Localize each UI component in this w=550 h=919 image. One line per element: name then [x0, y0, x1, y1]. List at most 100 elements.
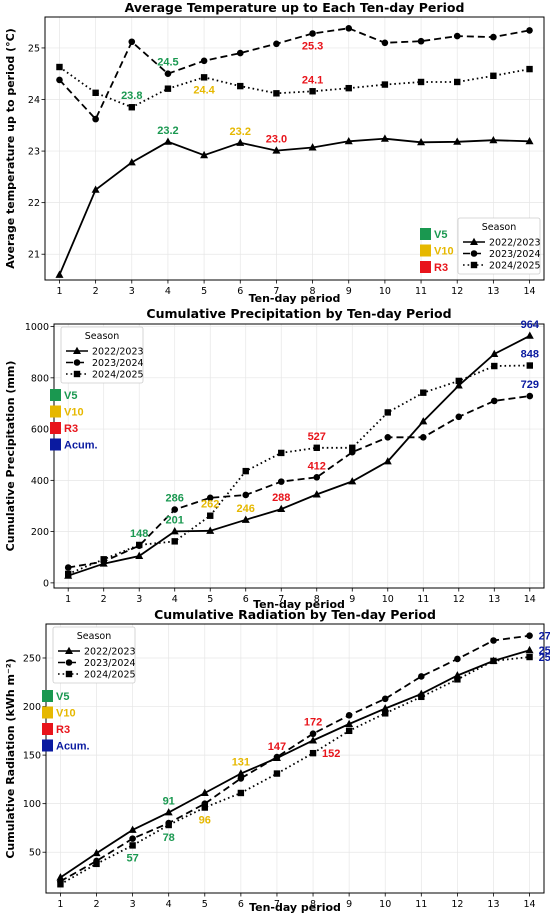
x-tick-label: 4 — [172, 594, 178, 605]
x-tick-label: 12 — [453, 594, 465, 605]
data-point-2024-2025 — [455, 377, 462, 385]
legend-marker — [65, 646, 73, 654]
data-label-Acum.: 729 — [521, 379, 539, 391]
plot-frame — [45, 623, 545, 894]
data-point-2022-2023 — [348, 477, 357, 485]
data-label-R3: 412 — [308, 460, 326, 472]
data-point-2022-2023 — [163, 137, 172, 145]
data-point-2024-2025 — [100, 556, 107, 563]
x-tick-label: 9 — [346, 899, 352, 910]
y-tick-label: 100 — [23, 799, 41, 810]
x-tick-label: 3 — [136, 594, 142, 605]
stage-swatch-V5 — [42, 690, 53, 702]
data-point-2024-2025 — [454, 676, 461, 683]
data-point-2022-2023 — [128, 825, 137, 833]
data-label-Acum.: 848 — [521, 349, 539, 361]
data-point-2023-2024 — [454, 655, 461, 663]
data-label-R3: 288 — [272, 492, 290, 504]
legend-entry-label: 2022/2023 — [489, 238, 541, 249]
x-tick-label: 6 — [243, 594, 249, 605]
data-point-2022-2023 — [92, 848, 101, 857]
data-point-2022-2023 — [525, 645, 534, 654]
legend-marker — [73, 370, 81, 378]
legend-marker — [65, 670, 73, 678]
x-tick-label: 5 — [207, 594, 213, 605]
legend-box — [457, 217, 541, 275]
x-tick-label: 3 — [130, 899, 136, 910]
y-axis-label: Average temperature up to period (°C) — [4, 28, 17, 269]
data-point-2023-2024 — [526, 27, 533, 34]
data-point-2023-2024 — [200, 57, 208, 65]
data-point-2023-2024 — [490, 397, 498, 405]
legend-entry-label: 2023/2024 — [84, 658, 136, 669]
x-tick-label: 13 — [487, 899, 499, 910]
data-point-2024-2025 — [128, 104, 135, 111]
data-point-2024-2025 — [273, 90, 280, 97]
data-label-V10: 96 — [199, 815, 211, 827]
legend-marker — [73, 359, 81, 366]
legend-entry-label: 2024/2025 — [489, 261, 541, 272]
data-point-2023-2024 — [273, 40, 280, 48]
stage-key: V5 V10 R3 — [420, 228, 454, 274]
data-point-2024-2025 — [454, 78, 461, 86]
data-point-2024-2025 — [345, 84, 352, 92]
data-point-2024-2025 — [56, 63, 63, 71]
series-line-2023-2024 — [68, 395, 530, 569]
stage-swatch-V10 — [50, 405, 61, 418]
x-tick-label: 11 — [417, 594, 429, 605]
data-point-2022-2023 — [277, 504, 286, 513]
data-label-R3: 25.3 — [302, 41, 323, 53]
stage-label-R3: R3 — [64, 423, 78, 435]
y-tick-label: 0 — [43, 578, 49, 589]
data-point-2023-2024 — [526, 392, 534, 400]
data-point-2023-2024 — [345, 711, 353, 719]
x-tick-label: 14 — [524, 899, 536, 910]
data-point-2022-2023 — [236, 769, 245, 777]
data-point-2022-2023 — [381, 704, 390, 712]
data-point-2022-2023 — [309, 736, 318, 744]
y-tick-label: 800 — [31, 373, 49, 384]
stage-key: V5 V10 R3 Acum. — [42, 690, 90, 753]
x-tick-label: 2 — [101, 594, 107, 605]
data-label-V10: 23.2 — [230, 126, 251, 138]
chart-title: Cumulative Radiation by Ten-day Period — [154, 607, 436, 622]
chart-panel-2: 1 2 3 4 5 6 7 8 9 10 11 12 13 1402004006008001000Cumu… — [4, 306, 545, 611]
stage-label-R3: R3 — [434, 262, 448, 274]
chart-title: Cumulative Precipitation by Ten-day Peri… — [146, 306, 451, 321]
series-line-2024-2025 — [67, 364, 530, 575]
data-point-2024-2025 — [384, 409, 391, 416]
legend-title: Season — [77, 631, 111, 642]
legend-marker — [73, 346, 81, 354]
series-line-2023-2024 — [58, 27, 530, 121]
data-point-2024-2025 — [345, 727, 353, 735]
legend-box — [60, 326, 144, 384]
data-point-2024-2025 — [278, 449, 285, 457]
y-tick-label: 150 — [23, 751, 41, 762]
stage-swatch-Acum — [50, 438, 61, 451]
data-point-2022-2023 — [312, 490, 321, 498]
x-tick-label: 11 — [415, 899, 427, 910]
data-point-2023-2024 — [309, 30, 316, 37]
data-label-R3: 172 — [304, 717, 322, 729]
data-label-Acum.: 258 — [539, 645, 550, 657]
data-point-2024-2025 — [382, 710, 389, 717]
data-point-2024-2025 — [490, 657, 497, 665]
stage-swatch-R3 — [420, 261, 431, 273]
data-point-2022-2023 — [206, 526, 215, 534]
data-point-2022-2023 — [525, 331, 534, 339]
x-tick-label: 10 — [379, 899, 391, 910]
series-line-2022-2023 — [67, 334, 531, 577]
y-tick-label: 600 — [31, 425, 49, 436]
data-point-2022-2023 — [91, 185, 100, 193]
stage-swatch-R3 — [50, 422, 61, 434]
data-point-2022-2023 — [525, 136, 534, 145]
data-point-2022-2023 — [490, 349, 499, 357]
data-label-V5: 286 — [166, 493, 184, 505]
data-point-2024-2025 — [237, 789, 245, 797]
x-tick-label: 14 — [523, 286, 535, 297]
stage-label-V10: V10 — [56, 708, 76, 720]
y-tick-label: 22 — [28, 198, 40, 209]
data-point-2023-2024 — [417, 37, 425, 45]
